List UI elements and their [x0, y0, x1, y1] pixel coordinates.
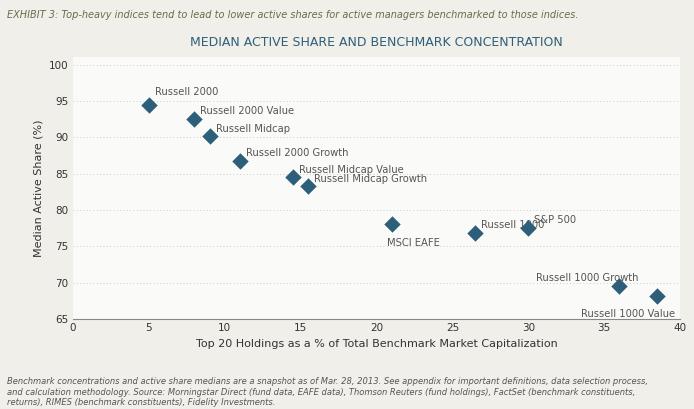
Title: MEDIAN ACTIVE SHARE AND BENCHMARK CONCENTRATION: MEDIAN ACTIVE SHARE AND BENCHMARK CONCEN… — [190, 36, 563, 49]
Text: Russell 2000: Russell 2000 — [155, 87, 218, 97]
Point — [386, 221, 397, 228]
Text: Russell 1000: Russell 1000 — [481, 220, 545, 230]
Y-axis label: Median Active Share (%): Median Active Share (%) — [33, 119, 44, 257]
Point — [204, 133, 215, 139]
Text: Russell Midcap: Russell Midcap — [216, 124, 289, 134]
Text: Benchmark concentrations and active share medians are a snapshot as of Mar. 28, : Benchmark concentrations and active shar… — [7, 377, 648, 407]
Text: EXHIBIT 3: Top-heavy indices tend to lead to lower active shares for active mana: EXHIBIT 3: Top-heavy indices tend to lea… — [7, 10, 578, 20]
Text: Russell Midcap Growth: Russell Midcap Growth — [314, 174, 428, 184]
Text: Russell 2000 Growth: Russell 2000 Growth — [246, 148, 348, 157]
Text: Russell 2000 Value: Russell 2000 Value — [201, 106, 294, 116]
X-axis label: Top 20 Holdings as a % of Total Benchmark Market Capitalization: Top 20 Holdings as a % of Total Benchmar… — [196, 339, 557, 349]
Text: Russell 1000 Growth: Russell 1000 Growth — [536, 273, 638, 283]
Text: MSCI EAFE: MSCI EAFE — [387, 238, 440, 247]
Point — [143, 101, 154, 108]
Point — [613, 283, 625, 290]
Point — [287, 174, 298, 180]
Point — [303, 183, 314, 189]
Text: S&P 500: S&P 500 — [534, 215, 577, 225]
Point — [470, 230, 481, 236]
Point — [189, 116, 200, 122]
Point — [235, 157, 246, 164]
Point — [652, 292, 663, 299]
Point — [523, 225, 534, 231]
Text: Russell 1000 Value: Russell 1000 Value — [582, 309, 675, 319]
Text: Russell Midcap Value: Russell Midcap Value — [299, 165, 404, 175]
